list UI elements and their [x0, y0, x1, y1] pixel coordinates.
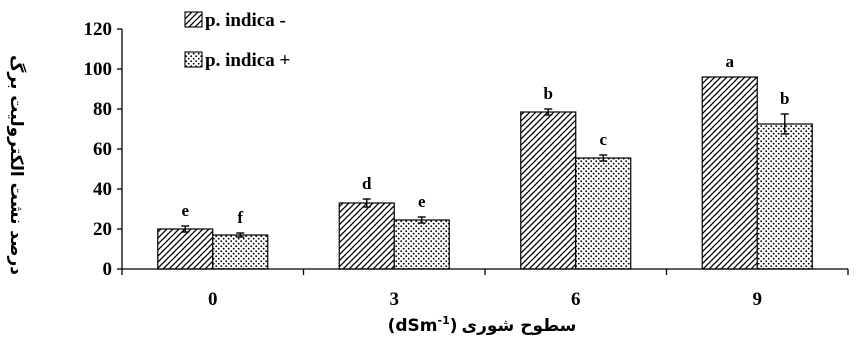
x-axis-title-text: سطوح شوری	[462, 316, 577, 336]
bar-s0-c3	[701, 76, 758, 270]
bar-s1-c3	[756, 123, 813, 270]
significance-letter-s1-c0: f	[237, 208, 243, 227]
y-axis-title: درصد نشت الکترولیت برگ	[6, 55, 26, 275]
y-axis-title-text: درصد نشت الکترولیت برگ	[6, 55, 26, 275]
bars-layer	[157, 76, 813, 270]
x-axis-title-unit: (dSm	[388, 316, 438, 336]
y-tick-label-2: 40	[93, 179, 112, 200]
bar-s0-c0	[157, 228, 214, 270]
y-tick-label-5: 100	[84, 59, 113, 80]
x-axis-title-unit-sup: -1	[438, 314, 450, 327]
x-axis-title: (dSm-1) سطوح شوری	[388, 314, 577, 336]
bar-s0-c1	[338, 202, 395, 270]
bar-s1-c2	[575, 157, 632, 270]
significance-letter-s1-c3: b	[780, 89, 789, 108]
significance-letters-layer: e d b a f e c b	[181, 52, 789, 227]
legend-swatch-1	[184, 51, 203, 68]
significance-letter-s1-c1: e	[418, 192, 426, 211]
legend-swatch-0	[184, 11, 203, 28]
error-bars-layer	[181, 108, 789, 238]
x-tick-label-2: 6	[571, 289, 581, 310]
y-tick-label-4: 80	[93, 99, 112, 120]
significance-letter-s0-c2: b	[544, 84, 553, 103]
x-tick-label-0: 0	[208, 289, 218, 310]
legend-label-0: p. indica -	[205, 10, 286, 31]
x-ticks-layer: 0 3 6 9	[121, 269, 849, 310]
x-tick-label-3: 9	[753, 289, 763, 310]
y-tick-label-3: 60	[93, 139, 112, 160]
legend-label-1: p. indica +	[205, 50, 290, 71]
x-axis-title-unit-close: )	[450, 316, 458, 336]
y-tick-label-6: 120	[84, 19, 113, 40]
bar-s1-c0	[212, 234, 269, 270]
significance-letter-s0-c3: a	[726, 52, 735, 71]
y-ticks-layer: 0 20 40 60 80 100 120	[84, 19, 122, 280]
x-tick-label-1: 3	[390, 289, 400, 310]
legend: p. indica - p. indica +	[184, 10, 290, 71]
bar-s0-c2	[520, 111, 577, 270]
significance-letter-s1-c2: c	[599, 130, 607, 149]
y-tick-label-0: 0	[103, 259, 113, 280]
significance-letter-s0-c0: e	[181, 201, 189, 220]
y-tick-label-1: 20	[93, 219, 112, 240]
bar-s1-c1	[393, 219, 450, 270]
significance-letter-s0-c1: d	[362, 174, 372, 193]
